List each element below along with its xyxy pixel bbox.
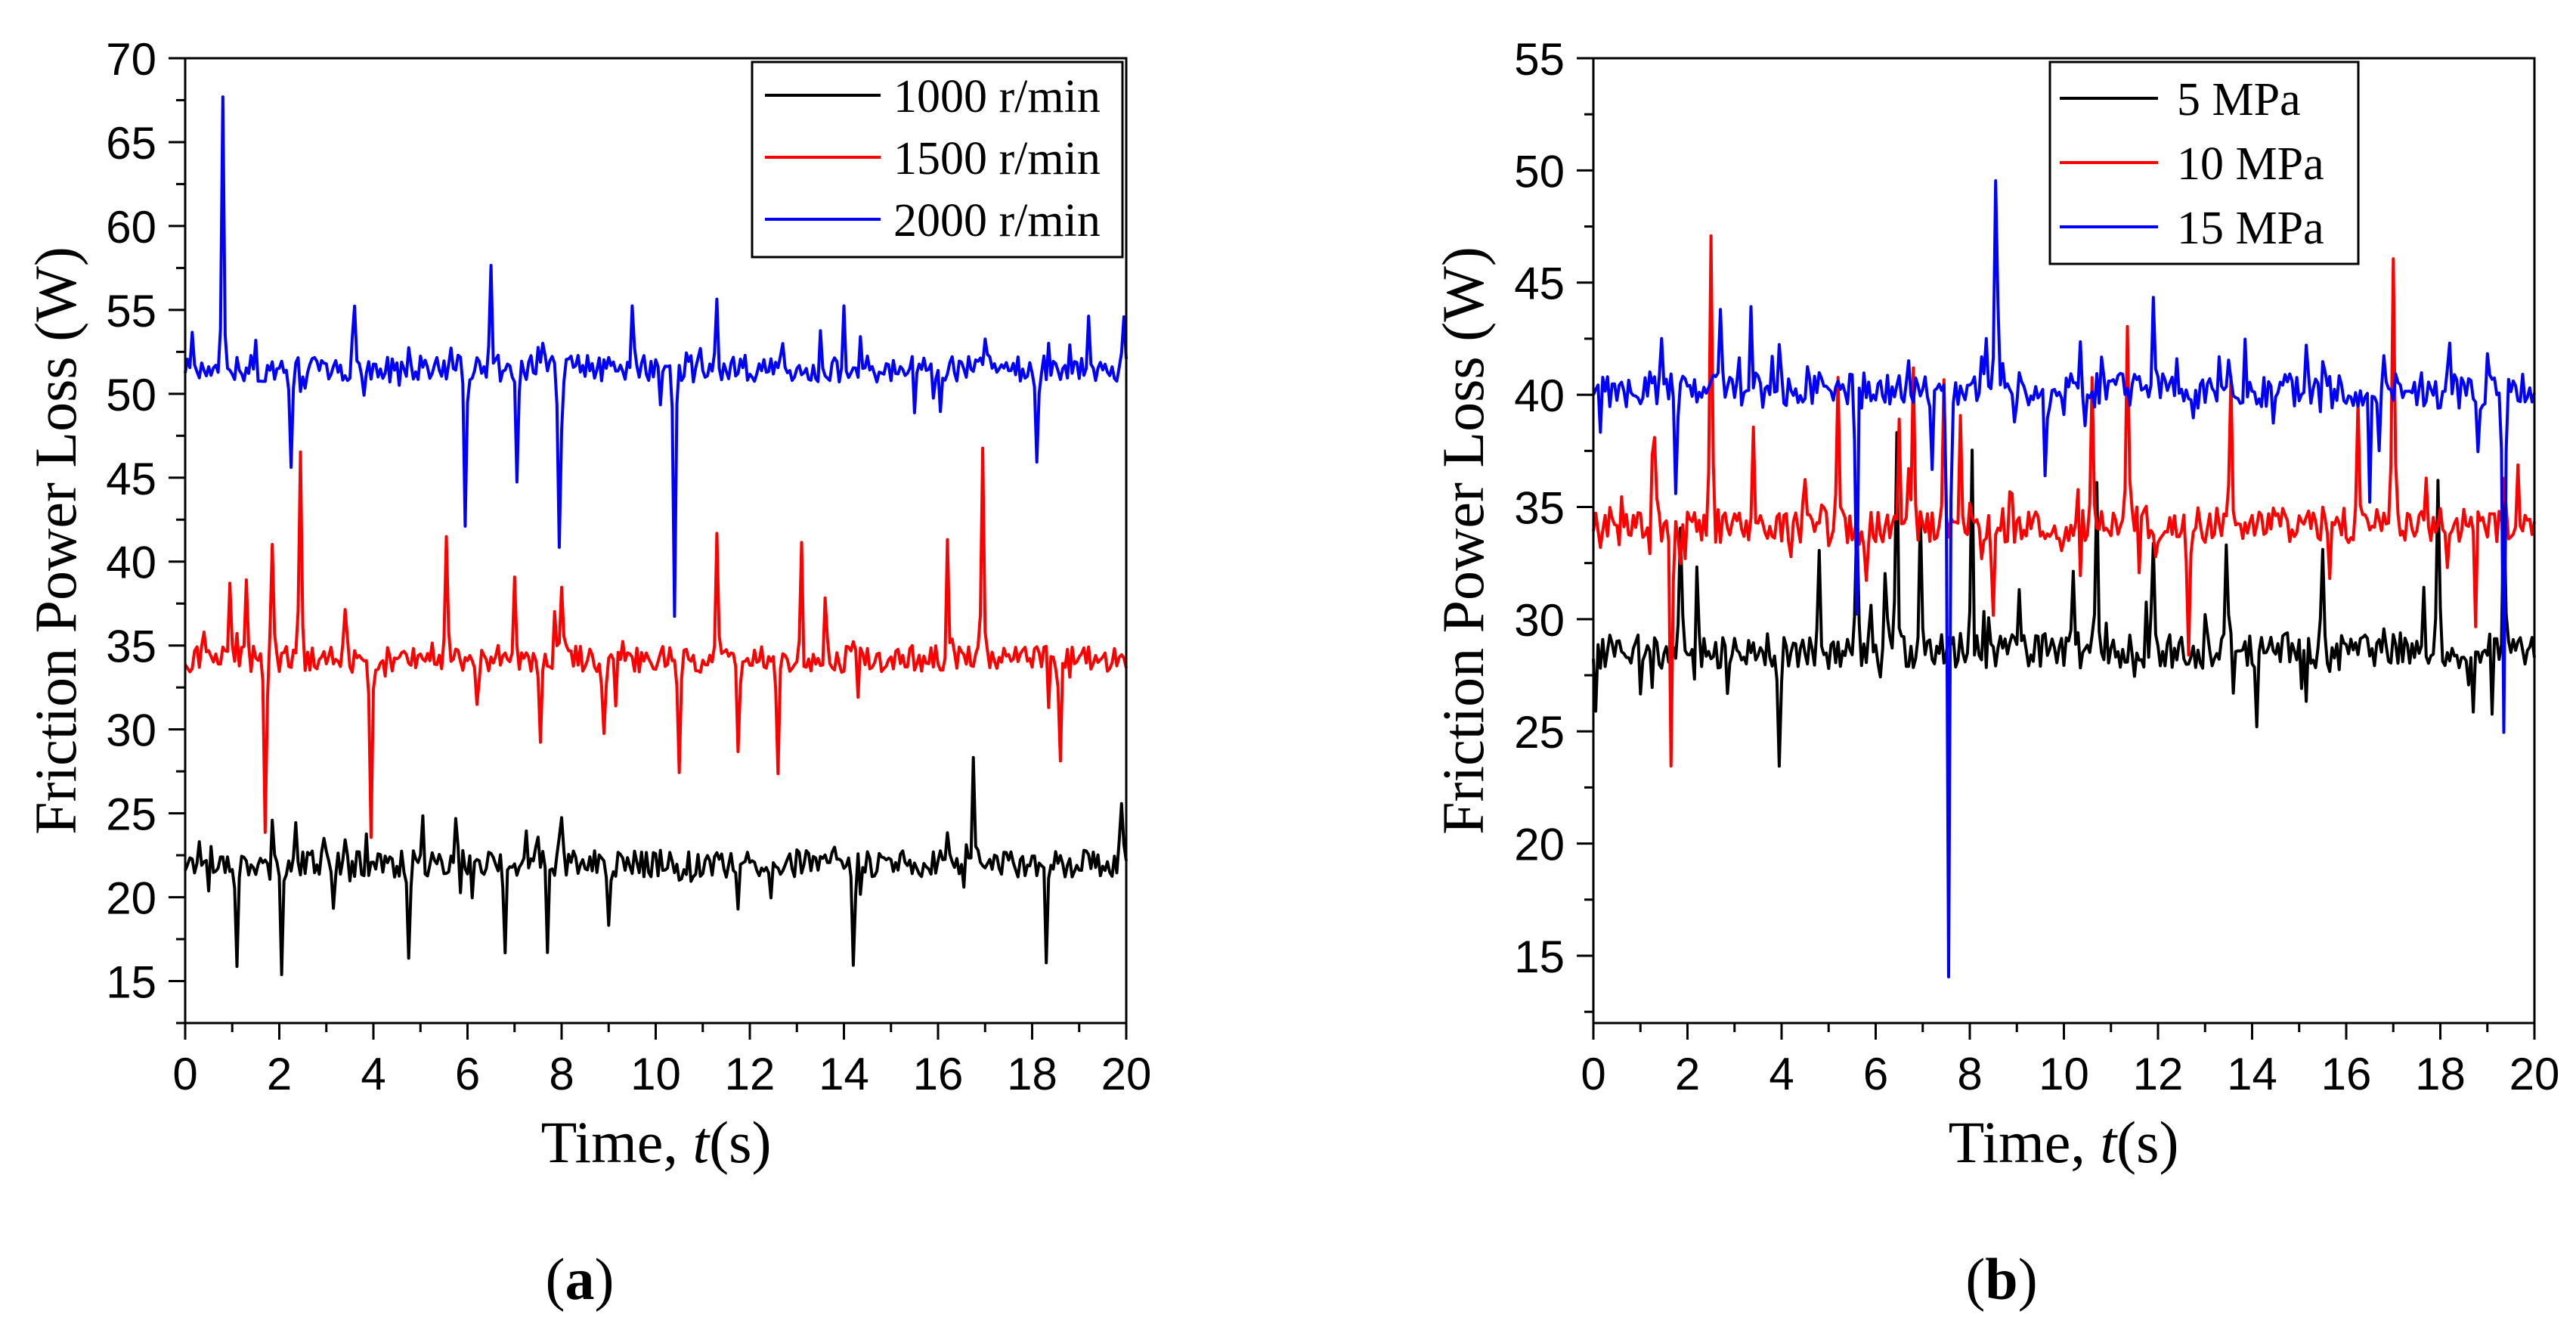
x-tick-label: 12 (2133, 1049, 2184, 1099)
series-line-b-0 (1592, 431, 2536, 768)
y-tick-label: 30 (1514, 595, 1565, 646)
x-axis-label-b: Time, t(s) (1949, 1109, 2179, 1175)
x-tick-label: 6 (455, 1049, 480, 1099)
legend-b: 5 MPa 10 MPa 15 MPa (2048, 60, 2360, 265)
legend-label-a-2: 2000 r/min (893, 195, 1101, 246)
x-tick-label: 20 (2509, 1049, 2560, 1099)
y-tick-label: 50 (1514, 146, 1565, 197)
panel-label-a-letter: a (565, 1246, 595, 1312)
x-tick-label: 2 (267, 1049, 292, 1099)
x-tick-label: 18 (2415, 1049, 2466, 1099)
legend-a: 1000 r/min 1500 r/min 2000 r/min (751, 60, 1124, 259)
series-line-b-1 (1592, 234, 2536, 768)
y-tick-label: 50 (106, 370, 156, 420)
series-line-a-1 (184, 446, 1128, 839)
y-axis-label-a: Friction Power Loss (W) (23, 246, 88, 835)
y-tick-label: 35 (106, 622, 156, 672)
x-axis-label-main-b: Time, (1949, 1109, 2101, 1175)
y-tick-label: 25 (106, 789, 156, 840)
legend-label-a-1: 1500 r/min (893, 133, 1101, 184)
y-tick-label: 65 (106, 118, 156, 169)
series-layer-b (1592, 179, 2536, 978)
y-tick-label: 20 (106, 873, 156, 924)
series-line-a-2 (184, 95, 1128, 619)
x-axis-label-unit-a: (s) (709, 1109, 771, 1175)
x-tick-label: 6 (1863, 1049, 1888, 1099)
y-tick-label: 40 (106, 538, 156, 588)
series-line-a-0 (184, 755, 1128, 976)
panel-label-a: (a) (546, 1246, 615, 1312)
x-tick-label: 10 (630, 1049, 681, 1099)
legend-label-b-2: 15 MPa (2177, 203, 2324, 254)
x-tick-label: 0 (172, 1049, 197, 1099)
y-ticks-b: 15 20 25 30 35 40 45 50 55 (1514, 34, 1593, 1013)
series-layer-a (184, 95, 1128, 976)
x-tick-label: 8 (549, 1049, 574, 1099)
panel-b: 15 20 25 30 35 40 45 50 55 0 2 4 6 8 10 12 14 16 18 20 Fri… (1430, 34, 2559, 1312)
legend-label-a-0: 1000 r/min (893, 71, 1101, 122)
x-ticks-a: 0 2 4 6 8 10 12 14 16 18 20 (172, 1023, 1151, 1099)
y-tick-label: 45 (106, 454, 156, 504)
legend-label-b-1: 10 MPa (2177, 138, 2324, 190)
y-tick-label: 25 (1514, 707, 1565, 758)
x-tick-label: 14 (819, 1049, 869, 1099)
x-tick-label: 18 (1007, 1049, 1057, 1099)
x-ticks-b: 0 2 4 6 8 10 12 14 16 18 20 (1581, 1023, 2559, 1099)
x-axis-label-unit-b: (s) (2116, 1109, 2178, 1175)
y-tick-label: 30 (106, 705, 156, 756)
x-axis-label-a: Time, t(s) (541, 1109, 772, 1175)
y-tick-label: 60 (106, 202, 156, 253)
y-tick-label: 55 (106, 286, 156, 336)
x-axis-label-main-a: Time, (541, 1109, 693, 1175)
x-tick-label: 4 (1769, 1049, 1794, 1099)
x-tick-label: 20 (1101, 1049, 1152, 1099)
y-tick-label: 70 (106, 34, 156, 85)
y-tick-label: 20 (1514, 820, 1565, 870)
panel-a: 15 20 25 30 35 40 45 50 55 60 65 70 0 2 4 6 8 10 12 14 16 18… (23, 34, 1151, 1312)
y-axis-label-b: Friction Power Loss (W) (1430, 246, 1496, 835)
y-ticks-a: 15 20 25 30 35 40 45 50 55 60 65 70 (106, 34, 185, 1025)
x-axis-label-var-b: t (2100, 1109, 2118, 1175)
x-tick-label: 8 (1957, 1049, 1982, 1099)
y-tick-label: 55 (1514, 34, 1565, 85)
x-tick-label: 4 (361, 1049, 385, 1099)
legend-label-b-0: 5 MPa (2177, 74, 2301, 126)
y-tick-label: 35 (1514, 482, 1565, 533)
x-tick-label: 10 (2039, 1049, 2089, 1099)
y-tick-label: 45 (1514, 259, 1565, 309)
panel-label-b-letter: b (1985, 1246, 2017, 1312)
x-tick-label: 16 (913, 1049, 964, 1099)
x-tick-label: 16 (2321, 1049, 2372, 1099)
x-tick-label: 14 (2227, 1049, 2277, 1099)
y-tick-label: 15 (106, 957, 156, 1008)
panel-label-b: (b) (1965, 1246, 2037, 1312)
x-tick-label: 0 (1581, 1049, 1605, 1099)
series-line-b-2 (1592, 179, 2536, 978)
y-tick-label: 15 (1514, 932, 1565, 982)
x-tick-label: 12 (725, 1049, 776, 1099)
x-tick-label: 2 (1675, 1049, 1700, 1099)
y-tick-label: 40 (1514, 371, 1565, 421)
x-axis-label-var-a: t (692, 1109, 711, 1175)
